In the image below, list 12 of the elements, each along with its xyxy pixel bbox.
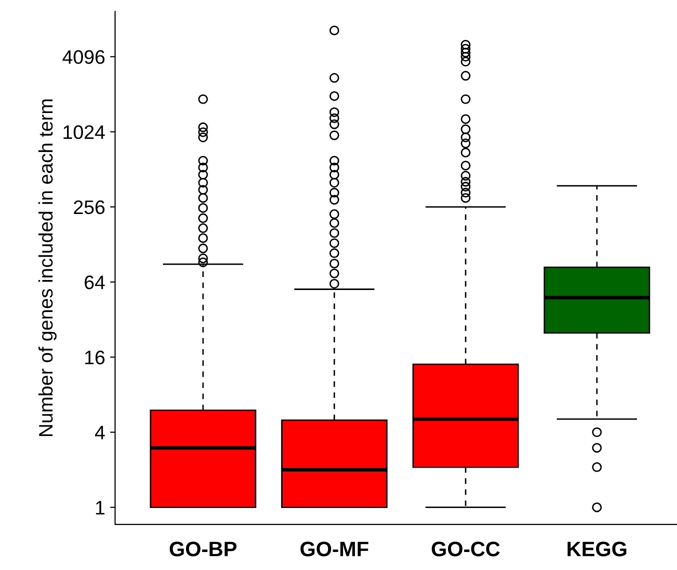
x-tick-label: GO-CC (432, 542, 500, 556)
y-tick-label: 64 (84, 275, 105, 290)
x-tick-label: GO-BP (170, 542, 236, 556)
y-tick-label: 16 (85, 350, 105, 364)
x-tick-label: KEGG (568, 542, 626, 556)
y-tick-label: 1 (96, 501, 104, 514)
y-tick-label: 4 (95, 426, 105, 440)
y-tick-label: 1024 (64, 125, 105, 140)
y-axis-title: Number of genes included in each term (38, 99, 57, 436)
y-tick-label: 4096 (62, 50, 105, 64)
x-tick-label: GO-MF (300, 542, 368, 556)
y-tick-label: 256 (74, 200, 105, 214)
